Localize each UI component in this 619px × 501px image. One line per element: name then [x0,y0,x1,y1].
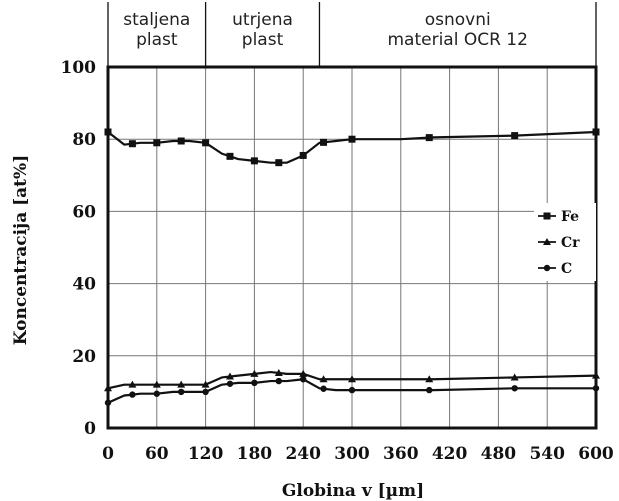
legend-label: Cr [561,235,580,251]
data-point-c [202,388,209,396]
data-point-c [178,388,185,396]
data-point-fe [202,139,210,147]
x-axis-title: Globina v [µm] [282,481,424,501]
data-point-c [511,385,518,392]
data-point-cr [128,380,137,388]
data-point-cr [299,369,308,377]
data-point-cr [274,368,283,376]
data-point-cr [201,380,210,388]
region-label: plast [136,30,178,50]
data-point-cr [250,369,259,377]
data-point-c [348,386,356,394]
data-point-c [300,376,307,383]
data-point-c [104,399,112,406]
legend-label: C [561,261,572,277]
x-tick-label: 240 [285,444,321,464]
y-tick-label: 40 [72,275,96,295]
data-point-fe [153,139,161,147]
region-labels: staljenaplastutrjenaplastosnovnimaterial… [123,10,528,50]
data-point-fe [128,140,136,148]
series-fe [104,128,600,167]
data-point-fe [104,128,112,136]
x-tick-label: 0 [102,444,114,464]
data-point-cr [348,375,356,383]
data-point-c [129,391,136,398]
x-tick-labels: 0 60 120 180 240 300 360 420 480 540 600 [102,444,614,464]
x-tick-label: 60 [145,444,169,464]
data-point-fe [425,134,433,142]
y-axis-title: Koncentracija [at%] [11,155,31,345]
legend-marker [543,238,551,245]
data-point-fe [226,152,234,160]
series-layer [104,128,600,406]
legend: Fe Cr C [534,203,596,281]
region-dividers [107,2,597,67]
data-point-cr [177,380,186,388]
data-point-fe [511,132,519,140]
data-point-fe [299,151,307,159]
series-line-cr [107,370,597,390]
data-point-fe [348,135,356,143]
data-point-cr [510,373,519,381]
data-point-fe [592,128,600,136]
data-point-c [275,377,282,385]
series-cr [104,368,600,392]
data-point-cr [152,380,161,388]
x-tick-label: 540 [529,444,565,464]
region-label: plast [242,30,284,50]
data-point-cr [319,375,328,383]
x-tick-label: 360 [383,444,419,464]
region-label: staljena [123,10,190,30]
data-point-c [592,385,600,392]
legend-label: Fe [561,209,579,225]
x-tick-label: 120 [188,444,224,464]
data-point-c [251,379,258,387]
x-tick-label: 300 [334,444,370,464]
data-point-cr [104,384,112,392]
series-c [104,376,600,406]
legend-marker [543,212,551,220]
x-tick-label: 420 [432,444,468,464]
region-label: utrjena [232,10,293,30]
region-label: material OCR 12 [387,30,527,50]
data-point-cr [226,372,234,380]
data-point-c [153,390,160,397]
x-tick-label: 600 [578,444,614,464]
x-tick-label: 480 [481,444,517,464]
y-tick-label: 80 [72,130,96,150]
x-tick-label: 180 [237,444,273,464]
y-tick-label: 60 [72,202,96,222]
data-point-fe [177,137,185,145]
data-point-c [226,380,234,387]
data-point-fe [275,159,283,167]
data-point-fe [320,138,328,146]
data-point-c [426,386,433,394]
y-tick-labels: 0 20 40 60 80 100 [61,58,97,439]
y-tick-label: 0 [84,419,96,439]
legend-marker [543,264,551,272]
data-point-fe [250,157,258,165]
data-point-c [320,385,327,392]
y-tick-label: 100 [61,58,97,78]
grid [107,66,597,429]
data-point-cr [425,375,434,383]
y-tick-label: 20 [72,347,96,367]
region-label: osnovni [425,10,491,30]
data-point-cr [592,371,600,379]
